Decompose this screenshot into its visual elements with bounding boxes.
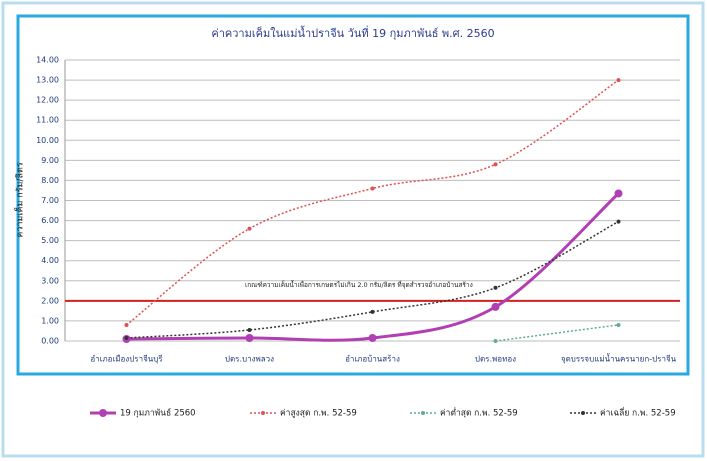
series-marker: [124, 335, 129, 340]
plot-frame: [16, 14, 690, 376]
y-tick-label: 14.00: [36, 56, 59, 65]
legend-label: ค่าเฉลี่ย ก.พ. 52-59: [600, 407, 676, 419]
series-marker: [247, 327, 252, 332]
chart-title: ค่าความเค็มในแม่น้ำปราจีน วันที่ 19 กุมภ…: [211, 25, 494, 40]
x-tick-label: อำเภอเมืองปราจีนบุรี: [90, 355, 163, 364]
series-marker: [245, 333, 254, 342]
threshold-label: เกณฑ์ความเค็มน้ำเพื่อการเกษตรไม่เกิน 2.0…: [245, 280, 473, 289]
series-marker: [491, 302, 500, 311]
legend-marker: [581, 411, 585, 415]
y-tick-label: 5.00: [41, 236, 59, 245]
y-tick-label: 13.00: [36, 76, 59, 85]
legend-label: 19 กุมภาพันธ์ 2560: [120, 408, 196, 419]
series-marker: [616, 219, 621, 224]
series-line: [126, 79, 619, 326]
y-tick-label: 6.00: [41, 216, 59, 225]
legend-label: ค่าต่ำสุด ก.พ. 52-59: [440, 407, 518, 419]
series-marker: [493, 285, 498, 290]
series-marker: [124, 322, 129, 327]
series-marker: [370, 309, 375, 314]
series-marker: [368, 333, 377, 342]
y-tick-label: 4.00: [41, 256, 59, 265]
y-tick-label: 3.00: [41, 276, 59, 285]
series-marker: [614, 189, 623, 198]
y-tick-label: 1.00: [41, 316, 59, 325]
y-tick-label: 0.00: [41, 337, 59, 346]
series-line: [495, 324, 619, 342]
y-tick-label: 11.00: [36, 116, 59, 125]
y-tick-label: 7.00: [41, 196, 59, 205]
series-marker: [616, 78, 621, 83]
y-tick-label: 2.00: [41, 296, 59, 305]
x-tick-label: อำเภอบ้านสร้าง: [345, 355, 400, 364]
legend-marker: [99, 409, 107, 417]
y-tick-label: 12.00: [36, 96, 59, 105]
y-axis-label: ความเค็ม กรัม/ลิตร: [13, 162, 26, 238]
y-tick-label: 10.00: [36, 136, 59, 145]
series-marker: [247, 226, 252, 231]
series-marker: [493, 339, 498, 343]
series-marker: [616, 322, 621, 327]
x-tick-label: ปตร.พอทอง: [475, 355, 516, 364]
series-marker: [370, 186, 375, 191]
legend-marker: [261, 411, 265, 415]
y-tick-label: 8.00: [41, 176, 59, 185]
series-marker: [493, 162, 498, 167]
y-tick-label: 9.00: [41, 156, 59, 165]
x-tick-label: ปตร.บางพลวง: [225, 355, 274, 364]
series-line: [126, 220, 619, 339]
x-tick-label: จุดบรรจบแม่น้ำนครนายก-ปราจีน: [561, 353, 677, 364]
legend-marker: [421, 411, 425, 415]
legend-label: ค่าสูงสุด ก.พ. 52-59: [280, 409, 357, 419]
